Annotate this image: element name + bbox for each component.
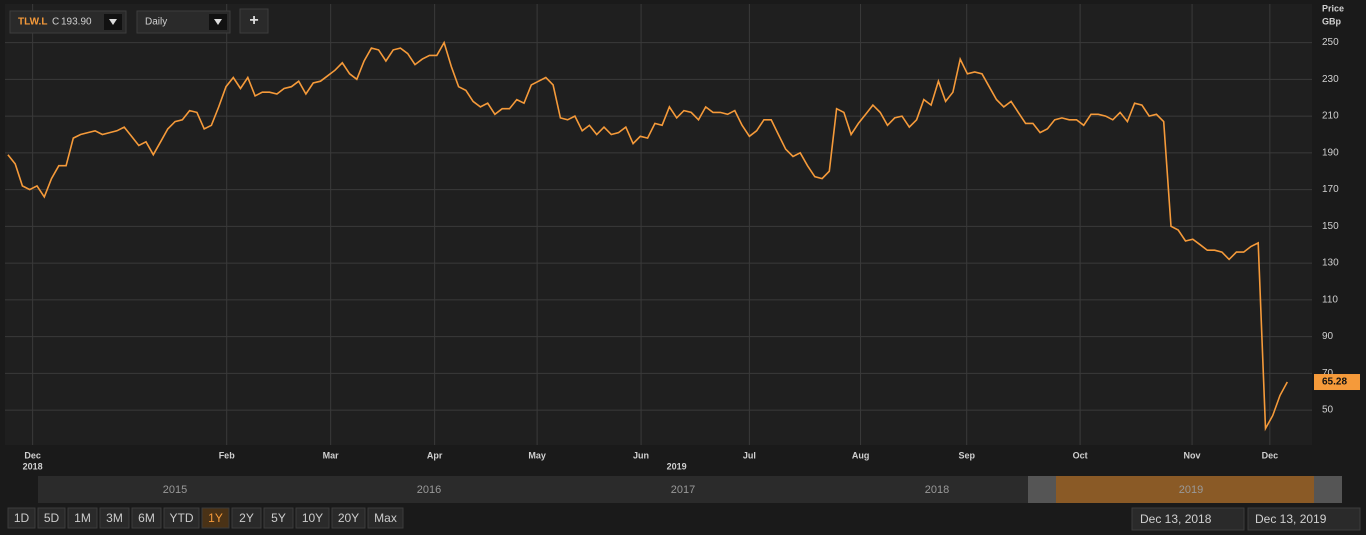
range-button-label: 5D xyxy=(44,511,60,525)
range-button-label: Max xyxy=(374,511,397,525)
navigator-year: 2019 xyxy=(1179,484,1203,496)
x-tick-label: Dec xyxy=(24,450,41,460)
range-button-label: 2Y xyxy=(239,511,254,525)
x-tick-label: Sep xyxy=(958,450,975,460)
navigator-year: 2016 xyxy=(417,484,441,496)
from-date-box[interactable] xyxy=(1131,507,1245,531)
to-date: Dec 13, 2019 xyxy=(1255,512,1327,526)
y-tick-label: 230 xyxy=(1322,74,1339,85)
x-tick-label: Feb xyxy=(219,450,236,460)
last-value-label: 65.28 xyxy=(1322,377,1347,388)
axis-area xyxy=(1312,4,1362,445)
x-tick-label: Apr xyxy=(427,450,443,460)
add-button[interactable] xyxy=(239,8,269,34)
navigator-labels: 2015 2016 2017 2018 2019 xyxy=(163,484,1203,496)
range-button-label: YTD xyxy=(170,511,194,525)
interval-box[interactable] xyxy=(136,10,231,34)
navigator-year: 2017 xyxy=(671,484,695,496)
range-button[interactable] xyxy=(131,507,162,529)
dropdown-arrow xyxy=(109,19,117,25)
add-icon: + xyxy=(249,12,258,29)
interval: Daily xyxy=(145,17,167,28)
x-tick-label: May xyxy=(528,450,546,460)
dropdown-arrow xyxy=(214,19,222,25)
x-tick-label: Jun xyxy=(633,450,649,460)
range-button-label: 1M xyxy=(74,511,91,525)
navigator-handle[interactable] xyxy=(1028,476,1056,503)
navigator-handle[interactable] xyxy=(1314,476,1342,503)
y-axis-title: Price xyxy=(1322,3,1344,13)
range-button[interactable] xyxy=(37,507,66,529)
range-button-label: 1D xyxy=(14,511,30,525)
x-tick-label: Oct xyxy=(1073,450,1088,460)
y-tick-label: 70 xyxy=(1322,368,1334,379)
range-button-label: 20Y xyxy=(338,511,359,525)
close-prefix: C xyxy=(52,17,59,28)
ticker-box[interactable] xyxy=(9,10,127,34)
range-button-label: 10Y xyxy=(302,511,323,525)
x-tick-label: Dec xyxy=(1262,450,1279,460)
range-button[interactable] xyxy=(295,507,330,529)
range-button[interactable] xyxy=(231,507,262,529)
y-tick-label: 150 xyxy=(1322,221,1339,232)
range-button[interactable] xyxy=(263,507,294,529)
y-tick-label: 170 xyxy=(1322,184,1339,195)
range-button[interactable] xyxy=(67,507,98,529)
range-button[interactable] xyxy=(163,507,200,529)
navigator-year: 2018 xyxy=(925,484,949,496)
y-tick-label: 210 xyxy=(1322,111,1339,122)
range-button-label: 5Y xyxy=(271,511,286,525)
y-tick-label: 110 xyxy=(1322,294,1338,305)
range-button-label: 6M xyxy=(138,511,155,525)
range-button[interactable] xyxy=(367,507,404,529)
y-tick-label: 250 xyxy=(1322,37,1339,48)
x-tick-label: Aug xyxy=(852,450,870,460)
range-button[interactable] xyxy=(7,507,36,529)
y-tick-label: 130 xyxy=(1322,258,1339,269)
ticker: TLW.L xyxy=(18,17,47,28)
x-year-label: 2019 xyxy=(667,461,687,471)
y-tick-label: 50 xyxy=(1322,405,1334,416)
range-button[interactable] xyxy=(331,507,366,529)
price-line xyxy=(7,40,1289,432)
range-button-label: 1Y xyxy=(208,511,223,525)
last-value-box xyxy=(1314,374,1360,391)
plot-area xyxy=(5,4,1312,445)
y-axis-unit: GBp xyxy=(1322,16,1342,26)
x-year-label: 2018 xyxy=(23,461,43,471)
y-tick-label: 190 xyxy=(1322,147,1339,158)
range-buttons: 1D 5D 1M 3M 6M YTD 1Y 2Y 5Y 10Y 20Y Max xyxy=(7,507,404,529)
close-value: 193.90 xyxy=(61,17,92,28)
range-button[interactable] xyxy=(201,507,230,529)
grid xyxy=(5,4,1312,445)
navigator-selection[interactable] xyxy=(1028,476,1342,503)
x-tick-label: Jul xyxy=(743,450,756,460)
to-date-box[interactable] xyxy=(1247,507,1361,531)
plot xyxy=(7,40,1289,432)
x-tick-label: Mar xyxy=(323,450,340,460)
y-tick-label: 90 xyxy=(1322,331,1334,342)
range-button[interactable] xyxy=(99,507,130,529)
range-button-label: 3M xyxy=(106,511,123,525)
from-date: Dec 13, 2018 xyxy=(1140,512,1212,526)
x-tick-label: Nov xyxy=(1184,450,1201,460)
navigator-year: 2015 xyxy=(163,484,187,496)
